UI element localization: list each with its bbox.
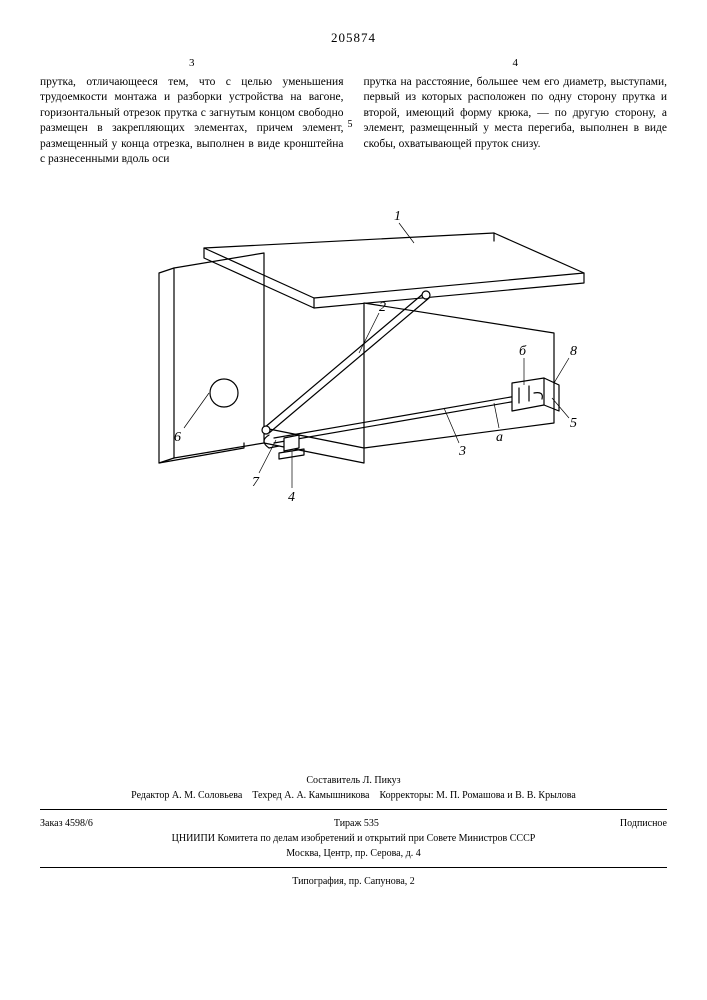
order: Заказ 4598/6 bbox=[40, 816, 93, 831]
credits-line: Редактор А. М. Соловьева Техред А. А. Ка… bbox=[40, 788, 667, 803]
left-column-number: 3 bbox=[40, 56, 344, 71]
line-marker-5: 5 bbox=[348, 118, 353, 132]
svg-text:6: 6 bbox=[174, 430, 181, 445]
svg-text:8: 8 bbox=[570, 344, 577, 359]
right-column-number: 4 bbox=[364, 56, 668, 71]
figure-svg: 1 2 3 4 5 6 7 8 а б bbox=[114, 193, 594, 553]
technical-figure: 1 2 3 4 5 6 7 8 а б bbox=[114, 193, 594, 553]
podpisnoe: Подписное bbox=[620, 816, 667, 831]
right-column-text: прутка на расстояние, большее чем его ди… bbox=[364, 75, 668, 153]
tirazh: Тираж 535 bbox=[334, 816, 379, 831]
divider-1 bbox=[40, 809, 667, 810]
right-column: 4 прутка на расстояние, большее чем его … bbox=[364, 56, 668, 168]
svg-text:3: 3 bbox=[458, 444, 466, 459]
svg-text:5: 5 bbox=[570, 416, 577, 431]
editor: Редактор А. М. Соловьева bbox=[131, 790, 242, 801]
page: 205874 3 прутка, отличающееся тем, что с… bbox=[0, 0, 707, 909]
footer: Составитель Л. Пикуз Редактор А. М. Соло… bbox=[40, 773, 667, 889]
svg-text:4: 4 bbox=[288, 490, 295, 505]
techred: Техред А. А. Камышникова bbox=[252, 790, 369, 801]
divider-2 bbox=[40, 867, 667, 868]
compiler-line: Составитель Л. Пикуз bbox=[40, 773, 667, 788]
svg-text:б: б bbox=[519, 344, 527, 359]
svg-text:1: 1 bbox=[394, 209, 401, 224]
text-columns: 3 прутка, отличающееся тем, что с целью … bbox=[40, 56, 667, 168]
svg-text:а: а bbox=[496, 430, 503, 445]
correctors: Корректоры: М. П. Ромашова и В. В. Крыло… bbox=[379, 790, 575, 801]
org-line: ЦНИИПИ Комитета по делам изобретений и о… bbox=[40, 831, 667, 846]
left-column-text: прутка, отличающееся тем, что с целью ум… bbox=[40, 75, 344, 168]
order-line: Заказ 4598/6 Тираж 535 Подписное bbox=[40, 816, 667, 831]
patent-number: 205874 bbox=[40, 30, 667, 46]
svg-text:2: 2 bbox=[379, 300, 386, 315]
address-line: Москва, Центр, пр. Серова, д. 4 bbox=[40, 846, 667, 861]
svg-text:7: 7 bbox=[252, 475, 260, 490]
typography-line: Типография, пр. Сапунова, 2 bbox=[40, 874, 667, 889]
left-column: 3 прутка, отличающееся тем, что с целью … bbox=[40, 56, 344, 168]
